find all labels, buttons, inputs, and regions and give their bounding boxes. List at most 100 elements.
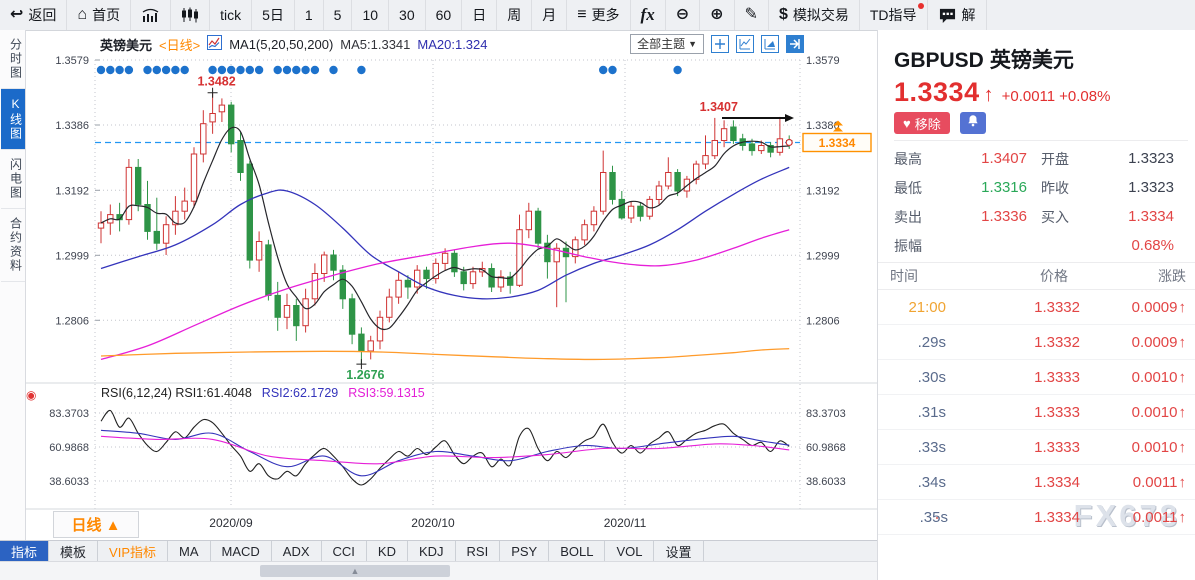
indicator-settings-icon[interactable]: ◉ <box>26 388 37 402</box>
indicator-tab-0[interactable]: 指标 <box>0 541 50 562</box>
tick-row[interactable]: .29s 1.3332 0.0009↑ <box>878 325 1195 360</box>
sidebar-tab-0[interactable]: 分时图 <box>0 30 25 89</box>
period-selector-box[interactable]: 日线 ▲ <box>53 511 139 538</box>
indicator-tab-7[interactable]: KD <box>367 541 408 562</box>
indicator-tab-5[interactable]: ADX <box>272 541 322 562</box>
up-arrow-icon: ↑ <box>1178 298 1187 316</box>
toolbar-zoom-in[interactable]: ⊕ <box>700 0 735 30</box>
ma20-value-label: MA20:1.324 <box>417 36 488 52</box>
toolbar-period-month[interactable]: 月 <box>532 0 568 30</box>
toolbar-analysis-chat[interactable]: 解 <box>928 0 987 30</box>
theme-dropdown[interactable]: 全部主题 ▼ <box>630 34 704 54</box>
tick-time: .29s <box>917 333 946 351</box>
toolbar-draw[interactable]: ✎ <box>735 0 769 30</box>
svg-text:1.2999: 1.2999 <box>55 250 89 262</box>
toolbar-period-1[interactable]: 1 <box>295 0 324 30</box>
up-arrow-icon: ↑ <box>1178 403 1187 421</box>
chevron-down-icon: ▼ <box>688 39 697 49</box>
expand-chart-icon[interactable] <box>786 35 804 53</box>
bars-icon <box>141 8 160 23</box>
sidebar-tab-2[interactable]: 闪电图 <box>0 150 25 209</box>
svg-text:83.3703: 83.3703 <box>49 408 89 420</box>
indicator-tab-4[interactable]: MACD <box>211 541 272 562</box>
toolbar-fx-functions[interactable]: fx <box>631 0 666 30</box>
svg-text:83.3703: 83.3703 <box>806 408 846 420</box>
tick-change: 0.0011↑ <box>1084 474 1195 491</box>
indicator-tab-3[interactable]: MA <box>168 541 211 562</box>
crosshair-tool-icon[interactable] <box>711 35 729 53</box>
indicator-tab-12[interactable]: VOL <box>605 541 655 562</box>
quote-stats: 最高 1.3407 开盘 1.3323 最低 1.3316 昨收 1.3323 卖出 1.3336… <box>894 140 1188 260</box>
indicator-tab-6[interactable]: CCI <box>322 541 367 562</box>
indicator-tab-2[interactable]: VIP指标 <box>98 541 168 562</box>
remove-watchlist-button[interactable]: ♥ 移除 <box>894 112 950 134</box>
quote-symbol: GBPUSD <box>894 49 984 72</box>
tick-row[interactable]: .33s 1.3333 0.0010↑ <box>878 430 1195 465</box>
stat-value: 1.3336 <box>981 208 1027 225</box>
tick-price: 1.3333 <box>1034 438 1080 456</box>
indicator-tab-9[interactable]: RSI <box>456 541 501 562</box>
trend-chart-tool-icon[interactable] <box>761 35 779 53</box>
stat-value: 1.3323 <box>1128 150 1174 167</box>
indicator-tab-10[interactable]: PSY <box>500 541 550 562</box>
toolbar-bar-chart[interactable] <box>131 0 172 30</box>
tick-header-2: 涨跌 <box>1158 268 1186 284</box>
toolbar-home[interactable]: ⌂ 首页 <box>67 0 132 30</box>
toolbar-zoom-out[interactable]: ⊖ <box>666 0 701 30</box>
line-chart-tool-icon[interactable] <box>736 35 754 53</box>
tick-row[interactable]: .35s 1.3334 0.0011↑ <box>878 500 1195 535</box>
stat-label: 卖出 <box>894 208 922 225</box>
stat-label: 最低 <box>894 179 922 196</box>
toolbar-candle-chart[interactable] <box>171 0 211 30</box>
tick-table-header: 时间 价格 涨跌 <box>878 262 1195 290</box>
toolbar-label: TD指导 <box>869 7 917 23</box>
price-alert-button[interactable] <box>959 112 986 134</box>
tick-row[interactable]: 21:00 1.3332 0.0009↑ <box>878 290 1195 325</box>
toolbar-period-5[interactable]: 5 <box>324 0 353 30</box>
list-icon: ≡ <box>577 6 587 23</box>
toolbar-period-10[interactable]: 10 <box>352 0 390 30</box>
theme-dropdown-label: 全部主题 <box>637 37 686 51</box>
toolbar-sim-trade[interactable]: $ 模拟交易 <box>769 0 860 30</box>
toolbar-period-week[interactable]: 周 <box>497 0 533 30</box>
svg-text:1.3407: 1.3407 <box>700 100 738 114</box>
toolbar-td-guide[interactable]: TD指导 <box>860 0 928 30</box>
chart-type-sidebar: 分时图 K线图 闪电图 合约资料 <box>0 30 26 540</box>
svg-text:38.6033: 38.6033 <box>49 476 89 488</box>
toolbar-tick[interactable]: tick <box>210 0 253 30</box>
svg-text:2020/10: 2020/10 <box>411 516 455 530</box>
svg-text:1.3386: 1.3386 <box>806 120 840 132</box>
toolbar-period-day[interactable]: 日 <box>462 0 498 30</box>
toolbar-more[interactable]: ≡ 更多 <box>567 0 631 30</box>
stats-row: 最低 1.3316 昨收 1.3323 <box>894 173 1188 202</box>
indicator-tab-1[interactable]: 模板 <box>49 541 99 562</box>
sidebar-tab-1[interactable]: K线图 <box>0 89 25 150</box>
tick-row[interactable]: .30s 1.3333 0.0010↑ <box>878 360 1195 395</box>
chart-scrollbar-handle[interactable]: ▲ <box>260 565 450 577</box>
svg-text:1.3579: 1.3579 <box>806 55 840 67</box>
indicator-tab-8[interactable]: KDJ <box>408 541 456 562</box>
tick-row[interactable]: .34s 1.3334 0.0011↑ <box>878 465 1195 500</box>
tick-row[interactable]: .31s 1.3333 0.0010↑ <box>878 395 1195 430</box>
toolbar-label: 日 <box>472 7 487 23</box>
toolbar-period-30[interactable]: 30 <box>389 0 426 30</box>
sidebar-tab-3[interactable]: 合约资料 <box>0 209 25 282</box>
stats-row: 最高 1.3407 开盘 1.3323 <box>894 144 1188 173</box>
tick-change: 0.0010↑ <box>1084 369 1195 386</box>
toolbar-period-5d[interactable]: 5日 <box>252 0 295 30</box>
indicator-tab-13[interactable]: 设置 <box>654 541 704 562</box>
toolbar-label: 1 <box>304 7 313 23</box>
quote-title: GBPUSD 英镑美元 <box>894 44 1074 74</box>
chart-scrollbar-track[interactable]: ▲ <box>0 561 877 580</box>
stat-value: 1.3407 <box>981 150 1027 167</box>
last-price: 1.3334 <box>894 77 980 107</box>
toolbar-period-60[interactable]: 60 <box>426 0 463 30</box>
toolbar-label: 首页 <box>92 7 121 23</box>
candlestick-chart-canvas[interactable]: 1.3579 1.3579 1.3386 1.3386 1.3192 1.3192 1.29… <box>25 30 877 542</box>
pencil-icon: ✎ <box>744 6 758 23</box>
indicator-tab-11[interactable]: BOLL <box>549 541 606 562</box>
svg-text:1.2806: 1.2806 <box>806 315 840 327</box>
toolbar-back[interactable]: ↩ 返回 <box>0 0 68 30</box>
tick-price: 1.3334 <box>1034 473 1080 491</box>
